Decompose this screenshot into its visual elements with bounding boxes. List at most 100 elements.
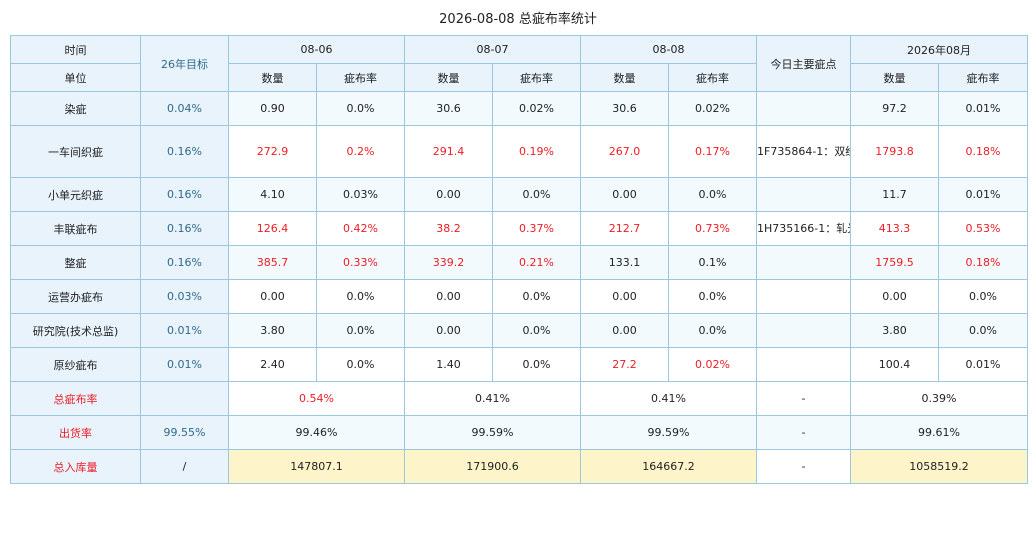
header-key-points: 今日主要疵点	[756, 35, 851, 92]
row-rate-value: 0.0%	[938, 279, 1028, 314]
row-rate-value: 0.0%	[938, 313, 1028, 348]
table-row: 运营办疵布 0.03% 0.00 0.0% 0.00 0.0% 0.00 0.0% 0.00 0.…	[10, 279, 1028, 314]
row-rate-value: 0.18%	[938, 245, 1028, 280]
row-unit-label: 原纱疵布	[10, 347, 141, 382]
row-qty-value: 0.90	[228, 91, 317, 126]
total-row-label: 出货率	[10, 415, 141, 450]
row-rate-value: 0.0%	[668, 177, 757, 212]
total-row-d1-value: 99.46%	[228, 415, 405, 450]
header-rate: 疵布率	[938, 63, 1028, 92]
row-unit-label: 一车间织疵	[10, 125, 141, 178]
row-rate-value: 0.0%	[492, 279, 581, 314]
header-time: 时间	[10, 35, 141, 64]
table-row: 一车间织疵 0.16% 272.9 0.2% 291.4 0.19% 267.0 0.17% 1…	[10, 125, 1028, 178]
row-rate-value: 0.2%	[316, 125, 405, 178]
row-qty-value: 1793.8	[850, 125, 939, 178]
header-qty: 数量	[850, 63, 939, 92]
total-row-d2-value: 0.41%	[404, 381, 581, 416]
header-rate: 疵布率	[316, 63, 405, 92]
row-qty-value: 4.10	[228, 177, 317, 212]
row-rate-value: 0.33%	[316, 245, 405, 280]
header-qty: 数量	[580, 63, 669, 92]
row-qty-value: 272.9	[228, 125, 317, 178]
row-target-value: 0.04%	[140, 91, 229, 126]
row-rate-value: 0.53%	[938, 211, 1028, 246]
table-row: 整疵 0.16% 385.7 0.33% 339.2 0.21% 133.1 0.1% 1759…	[10, 245, 1028, 280]
row-qty-value: 0.00	[580, 313, 669, 348]
row-rate-value: 0.02%	[492, 91, 581, 126]
row-qty-value: 267.0	[580, 125, 669, 178]
row-qty-value: 385.7	[228, 245, 317, 280]
row-target-value: 0.16%	[140, 125, 229, 178]
row-rate-value: 0.1%	[668, 245, 757, 280]
total-row-d2-value: 99.59%	[404, 415, 581, 450]
row-rate-value: 0.01%	[938, 91, 1028, 126]
header-qty: 数量	[404, 63, 493, 92]
row-qty-value: 126.4	[228, 211, 317, 246]
row-rate-value: 0.0%	[492, 313, 581, 348]
row-qty-value: 97.2	[850, 91, 939, 126]
total-row-note: -	[756, 415, 851, 450]
row-rate-value: 0.21%	[492, 245, 581, 280]
row-key-defect-note	[756, 279, 851, 314]
row-qty-value: 291.4	[404, 125, 493, 178]
row-qty-value: 30.6	[580, 91, 669, 126]
table-row: 染疵 0.04% 0.90 0.0% 30.6 0.02% 30.6 0.02% 97.2 0.0…	[10, 91, 1028, 126]
total-row-month-value: 1058519.2	[850, 449, 1028, 484]
row-qty-value: 0.00	[850, 279, 939, 314]
total-row-month-value: 99.61%	[850, 415, 1028, 450]
row-qty-value: 2.40	[228, 347, 317, 382]
header-date-2: 08-07	[404, 35, 581, 64]
total-row-d3-value: 99.59%	[580, 415, 757, 450]
row-qty-value: 100.4	[850, 347, 939, 382]
header-row-2: 单位 数量 疵布率 数量 疵布率 数量 疵布率 数量 疵布率	[10, 63, 1028, 92]
table-row: 丰联疵布 0.16% 126.4 0.42% 38.2 0.37% 212.7 0.73% 1H…	[10, 211, 1028, 246]
header-date-1: 08-06	[228, 35, 405, 64]
row-target-value: 0.16%	[140, 211, 229, 246]
row-qty-value: 0.00	[404, 313, 493, 348]
row-key-defect-note	[756, 347, 851, 382]
row-rate-value: 0.0%	[492, 177, 581, 212]
row-qty-value: 339.2	[404, 245, 493, 280]
header-date-3: 08-08	[580, 35, 757, 64]
row-qty-value: 38.2	[404, 211, 493, 246]
total-row-d1-value: 147807.1	[228, 449, 405, 484]
row-unit-label: 整疵	[10, 245, 141, 280]
total-row-d1-value: 0.54%	[228, 381, 405, 416]
row-rate-value: 0.02%	[668, 91, 757, 126]
row-qty-value: 3.80	[228, 313, 317, 348]
total-row-target: /	[140, 449, 229, 484]
table-row: 原纱疵布 0.01% 2.40 0.0% 1.40 0.0% 27.2 0.02% 100.4 0…	[10, 347, 1028, 382]
row-target-value: 0.16%	[140, 245, 229, 280]
row-rate-value: 0.0%	[492, 347, 581, 382]
header-month: 2026年08月	[850, 35, 1028, 64]
row-qty-value: 1.40	[404, 347, 493, 382]
shipping-rate-row: 出货率 99.55% 99.46% 99.59% 99.59% -99.61%	[10, 415, 1028, 450]
row-qty-value: 0.00	[580, 177, 669, 212]
header-rate: 疵布率	[668, 63, 757, 92]
row-target-value: 0.01%	[140, 313, 229, 348]
row-rate-value: 0.73%	[668, 211, 757, 246]
row-rate-value: 0.0%	[316, 313, 405, 348]
row-rate-value: 0.0%	[316, 347, 405, 382]
total-row-d2-value: 171900.6	[404, 449, 581, 484]
row-rate-value: 0.19%	[492, 125, 581, 178]
row-rate-value: 0.0%	[316, 279, 405, 314]
total-row-label: 总入库量	[10, 449, 141, 484]
total-row-target: 99.55%	[140, 415, 229, 450]
row-unit-label: 染疵	[10, 91, 141, 126]
row-rate-value: 0.01%	[938, 347, 1028, 382]
row-key-defect-note	[756, 91, 851, 126]
row-rate-value: 0.0%	[668, 279, 757, 314]
total-row-month-value: 0.39%	[850, 381, 1028, 416]
table-row: 小单元织疵 0.16% 4.10 0.03% 0.00 0.0% 0.00 0.0% 11.7 0…	[10, 177, 1028, 212]
row-unit-label: 运营办疵布	[10, 279, 141, 314]
row-rate-value: 0.01%	[938, 177, 1028, 212]
total-row-note: -	[756, 381, 851, 416]
report-title: 2026-08-08 总疵布率统计	[439, 12, 597, 27]
row-key-defect-note	[756, 313, 851, 348]
row-qty-value: 133.1	[580, 245, 669, 280]
row-qty-value: 30.6	[404, 91, 493, 126]
row-unit-label: 小单元织疵	[10, 177, 141, 212]
defect-rate-table: 时间 26年目标 08-06 08-07 08-08 今日主要疵点 2026年0…	[10, 35, 1028, 484]
